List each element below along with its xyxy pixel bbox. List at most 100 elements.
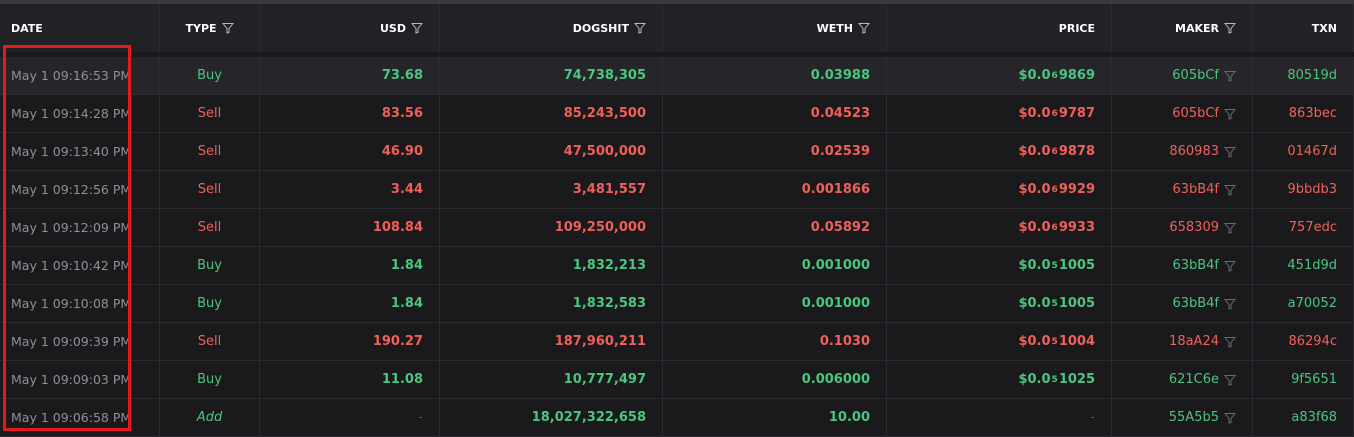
weth-cell: 0.006000 bbox=[663, 361, 887, 398]
date-cell: May 1 09:06:58 PM bbox=[0, 399, 160, 436]
filter-icon[interactable] bbox=[1224, 412, 1236, 424]
header-cell[interactable]: MAKER bbox=[1112, 4, 1253, 52]
date: May 1 09:10:08 PM bbox=[11, 296, 132, 311]
tokens: 109,250,000 bbox=[554, 220, 646, 235]
date-cell: May 1 09:16:53 PM bbox=[0, 57, 160, 94]
tokens: 74,738,305 bbox=[563, 68, 646, 83]
filter-icon[interactable] bbox=[1224, 222, 1236, 234]
date-cell: May 1 09:12:56 PM bbox=[0, 171, 160, 208]
type-cell: Sell bbox=[160, 171, 260, 208]
price-digits: 1005 bbox=[1058, 296, 1095, 311]
usd-cell: 1.84 bbox=[260, 285, 440, 322]
weth-cell: 0.02539 bbox=[663, 133, 887, 170]
price-zeros: 6 bbox=[1051, 108, 1058, 119]
price-zeros: 5 bbox=[1051, 260, 1058, 271]
header-label: DATE bbox=[11, 21, 43, 35]
price-zeros: 5 bbox=[1051, 298, 1058, 309]
tokens: 18,027,322,658 bbox=[531, 410, 646, 425]
type: Sell bbox=[197, 106, 222, 121]
maker-cell: 55A5b5 bbox=[1112, 399, 1253, 436]
header-cell[interactable]: TYPE bbox=[160, 4, 260, 52]
price-zeros: 6 bbox=[1051, 222, 1058, 233]
type-cell: Sell bbox=[160, 133, 260, 170]
type: Buy bbox=[197, 296, 222, 311]
tokens: 1,832,583 bbox=[572, 296, 646, 311]
header-label: PRICE bbox=[1058, 21, 1095, 35]
maker: 605bCf bbox=[1172, 106, 1219, 121]
usd-cell: 83.56 bbox=[260, 95, 440, 132]
type: Sell bbox=[197, 144, 222, 159]
weth: 0.1030 bbox=[819, 334, 870, 349]
filter-icon[interactable] bbox=[1224, 22, 1236, 34]
weth: 0.03988 bbox=[810, 68, 870, 83]
trade-row: May 1 09:12:56 PM Sell 3.44 3,481,557 0.0018… bbox=[0, 171, 1354, 209]
txn-cell: 451d9d bbox=[1253, 247, 1354, 284]
filter-icon[interactable] bbox=[858, 22, 870, 34]
filter-icon[interactable] bbox=[1224, 70, 1236, 82]
filter-icon[interactable] bbox=[1224, 184, 1236, 196]
filter-icon[interactable] bbox=[1224, 260, 1236, 272]
price-prefix: $0.0 bbox=[1018, 220, 1051, 235]
type: Sell bbox=[197, 220, 222, 235]
usd: 3.44 bbox=[390, 182, 423, 197]
type: Sell bbox=[197, 334, 222, 349]
txn-cell: 86294c bbox=[1253, 323, 1354, 360]
price-digits: 9787 bbox=[1058, 106, 1095, 121]
date: May 1 09:12:56 PM bbox=[11, 182, 132, 197]
filter-icon[interactable] bbox=[221, 22, 234, 34]
filter-icon[interactable] bbox=[1224, 146, 1236, 158]
price-prefix: $0.0 bbox=[1018, 144, 1051, 159]
header-cell: DATE bbox=[0, 4, 160, 52]
usd-cell: 11.08 bbox=[260, 361, 440, 398]
filter-icon[interactable] bbox=[1224, 298, 1236, 310]
usd-cell: 1.84 bbox=[260, 247, 440, 284]
tokens-cell: 18,027,322,658 bbox=[440, 399, 663, 436]
header-row: DATE TYPE USD DOGSHIT WETH PRICE MAKER TXN bbox=[0, 0, 1354, 52]
type-cell: Add bbox=[160, 399, 260, 436]
price-zeros: 6 bbox=[1051, 70, 1058, 81]
filter-icon[interactable] bbox=[411, 22, 423, 34]
tokens: 10,777,497 bbox=[563, 372, 646, 387]
filter-icon[interactable] bbox=[1224, 108, 1236, 120]
txn-cell: 757edc bbox=[1253, 209, 1354, 246]
price-digits: 1004 bbox=[1058, 334, 1095, 349]
trade-row: May 1 09:13:40 PM Sell 46.90 47,500,000 0.02… bbox=[0, 133, 1354, 171]
weth: 0.001000 bbox=[801, 296, 870, 311]
tokens: 1,832,213 bbox=[572, 258, 646, 273]
txn-cell: 9bbdb3 bbox=[1253, 171, 1354, 208]
trade-row: May 1 09:09:03 PM Buy 11.08 10,777,497 0.006… bbox=[0, 361, 1354, 399]
date: May 1 09:13:40 PM bbox=[11, 144, 132, 159]
maker-cell: 605bCf bbox=[1112, 57, 1253, 94]
type: Buy bbox=[197, 68, 222, 83]
filter-icon[interactable] bbox=[1224, 336, 1236, 348]
date-cell: May 1 09:09:39 PM bbox=[0, 323, 160, 360]
maker: 621C6e bbox=[1168, 372, 1219, 387]
price-prefix: $0.0 bbox=[1018, 258, 1051, 273]
txn: 86294c bbox=[1288, 334, 1337, 349]
header-cell[interactable]: WETH bbox=[663, 4, 887, 52]
filter-icon[interactable] bbox=[634, 22, 646, 34]
trade-row: May 1 09:10:42 PM Buy 1.84 1,832,213 0.00100… bbox=[0, 247, 1354, 285]
usd: 1.84 bbox=[390, 258, 423, 273]
header-label: TYPE bbox=[185, 21, 217, 35]
weth-cell: 10.00 bbox=[663, 399, 887, 436]
maker-cell: 860983 bbox=[1112, 133, 1253, 170]
txn: 80519d bbox=[1287, 68, 1337, 83]
header-cell[interactable]: DOGSHIT bbox=[440, 4, 663, 52]
price-prefix: $0.0 bbox=[1018, 68, 1051, 83]
weth: 0.04523 bbox=[810, 106, 870, 121]
tokens-cell: 10,777,497 bbox=[440, 361, 663, 398]
date-cell: May 1 09:10:42 PM bbox=[0, 247, 160, 284]
weth: 0.05892 bbox=[810, 220, 870, 235]
maker-cell: 621C6e bbox=[1112, 361, 1253, 398]
header-cell[interactable]: USD bbox=[260, 4, 440, 52]
type: Buy bbox=[197, 258, 222, 273]
price-cell: $0.0 6 9933 bbox=[887, 209, 1112, 246]
price-cell: - bbox=[887, 399, 1112, 436]
maker: 63bB4f bbox=[1172, 258, 1219, 273]
filter-icon[interactable] bbox=[1224, 374, 1236, 386]
usd-cell: 190.27 bbox=[260, 323, 440, 360]
header-label: MAKER bbox=[1175, 21, 1219, 35]
type: Sell bbox=[197, 182, 222, 197]
